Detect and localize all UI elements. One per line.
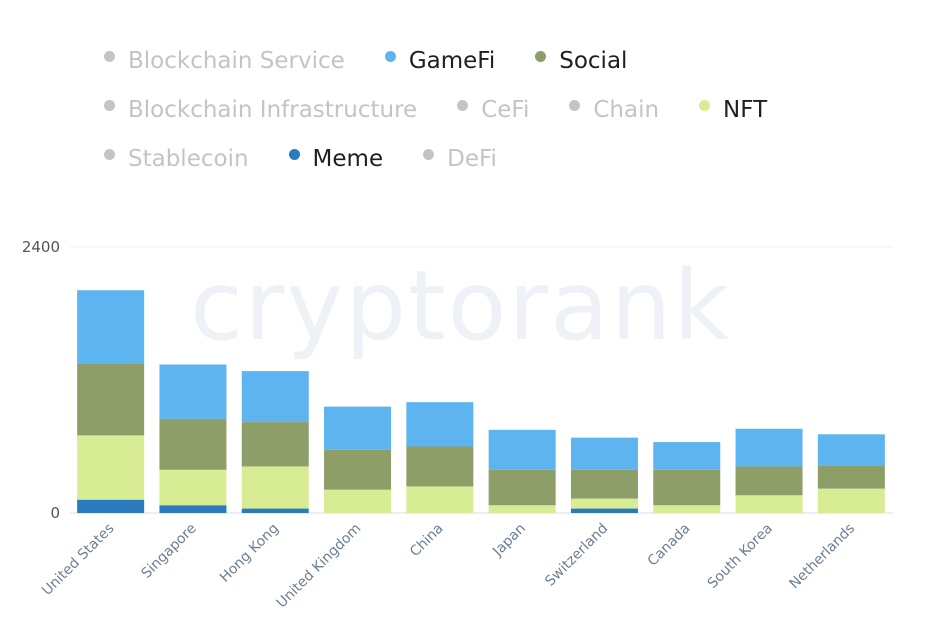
x-tick-label: United Kingdom — [274, 521, 365, 612]
legend-item-cefi[interactable]: CeFi — [457, 97, 529, 123]
bar-segment-gamefi[interactable] — [406, 402, 474, 447]
x-tick-label: Singapore — [139, 521, 200, 582]
x-tick-label: Japan — [489, 521, 529, 561]
bar-segment-nft[interactable] — [817, 488, 885, 513]
bar-segment-social[interactable] — [159, 418, 227, 470]
legend-item-nft[interactable]: NFT — [699, 97, 767, 123]
legend-item-blockchain-service[interactable]: Blockchain Service — [104, 48, 345, 74]
y-tick-label: 2400 — [22, 238, 60, 256]
legend-label: NFT — [723, 96, 768, 123]
bar-segment-meme[interactable] — [77, 499, 145, 513]
legend-row: Blockchain Service GameFi Social — [104, 36, 904, 85]
bar-segment-gamefi[interactable] — [735, 428, 803, 467]
legend-dot-icon — [288, 149, 300, 160]
bar-segment-social[interactable] — [324, 449, 392, 490]
x-tick-label: Hong Kong — [217, 521, 282, 586]
bar-segment-nft[interactable] — [159, 469, 227, 506]
x-tick-label: South Korea — [705, 521, 776, 592]
bar-segment-nft[interactable] — [570, 498, 638, 509]
bar-segment-meme[interactable] — [159, 505, 227, 513]
legend-label: GameFi — [408, 47, 496, 74]
legend-label: DeFi — [447, 145, 497, 172]
bar-segment-gamefi[interactable] — [159, 364, 227, 419]
bar-segment-social[interactable] — [406, 446, 474, 487]
legend-row: Blockchain Infrastructure CeFi Chain NFT — [104, 85, 904, 134]
bar-segment-social[interactable] — [488, 469, 556, 506]
legend-item-social[interactable]: Social — [535, 48, 627, 74]
bar-segment-nft[interactable] — [241, 466, 309, 509]
legend-dot-icon — [384, 51, 396, 62]
legend-label: Blockchain Service — [128, 47, 345, 74]
x-tick-label: Switzerland — [542, 521, 611, 590]
legend-dot-icon — [104, 149, 115, 160]
legend-label: Blockchain Infrastructure — [128, 96, 418, 123]
watermark: cryptorank — [190, 250, 732, 362]
bar-segment-gamefi[interactable] — [241, 371, 309, 423]
legend-item-gamefi[interactable]: GameFi — [384, 47, 496, 74]
bar-segment-gamefi[interactable] — [570, 437, 638, 470]
legend-label: Chain — [593, 96, 660, 123]
bar-segment-gamefi[interactable] — [653, 442, 721, 470]
bar-segment-social[interactable] — [570, 469, 638, 499]
bar-segment-social[interactable] — [817, 465, 885, 489]
x-tick-label: Netherlands — [787, 521, 859, 593]
bar-segment-social[interactable] — [735, 466, 803, 496]
bar-segment-gamefi[interactable] — [488, 429, 556, 470]
x-tick-label: China — [407, 521, 447, 561]
bar-segment-social[interactable] — [241, 422, 309, 467]
legend-item-blockchain-infrastructure[interactable]: Blockchain Infrastructure — [104, 97, 417, 123]
legend-dot-icon — [104, 51, 115, 62]
bar-segment-social[interactable] — [653, 469, 721, 506]
legend-label: Meme — [312, 145, 384, 172]
legend-item-meme[interactable]: Meme — [288, 145, 384, 172]
legend-label: Social — [559, 47, 628, 74]
legend-row: Stablecoin Meme DeFi — [104, 134, 904, 183]
bar-segment-social[interactable] — [77, 363, 145, 436]
legend-item-chain[interactable]: Chain — [569, 97, 659, 123]
bar-segment-nft[interactable] — [653, 505, 721, 513]
bar-segment-gamefi[interactable] — [324, 406, 392, 450]
bar-segment-nft[interactable] — [735, 495, 803, 513]
bar-segment-nft[interactable] — [77, 435, 145, 500]
bar-segment-nft[interactable] — [324, 489, 392, 513]
legend-dot-icon — [104, 100, 115, 111]
bar-segment-nft[interactable] — [488, 505, 556, 513]
x-tick-label: United States — [39, 521, 117, 599]
bar-segment-nft[interactable] — [406, 486, 474, 513]
legend-item-defi[interactable]: DeFi — [423, 146, 497, 172]
legend-dot-icon — [423, 149, 435, 160]
bar-segment-meme[interactable] — [570, 508, 638, 513]
legend-dot-icon — [569, 100, 581, 111]
legend-item-stablecoin[interactable]: Stablecoin — [104, 146, 249, 172]
bar-segment-gamefi[interactable] — [817, 434, 885, 466]
legend-label: Stablecoin — [128, 145, 249, 172]
y-tick-label: 0 — [50, 504, 60, 522]
bar-segment-gamefi[interactable] — [77, 290, 145, 364]
x-tick-label: Canada — [645, 521, 694, 570]
chart-legend: Blockchain Service GameFi Social Blockchain… — [104, 36, 904, 183]
legend-dot-icon — [699, 100, 711, 111]
legend-dot-icon — [535, 51, 547, 62]
legend-label: CeFi — [481, 96, 530, 123]
legend-dot-icon — [457, 100, 469, 111]
bar-segment-meme[interactable] — [241, 508, 309, 513]
